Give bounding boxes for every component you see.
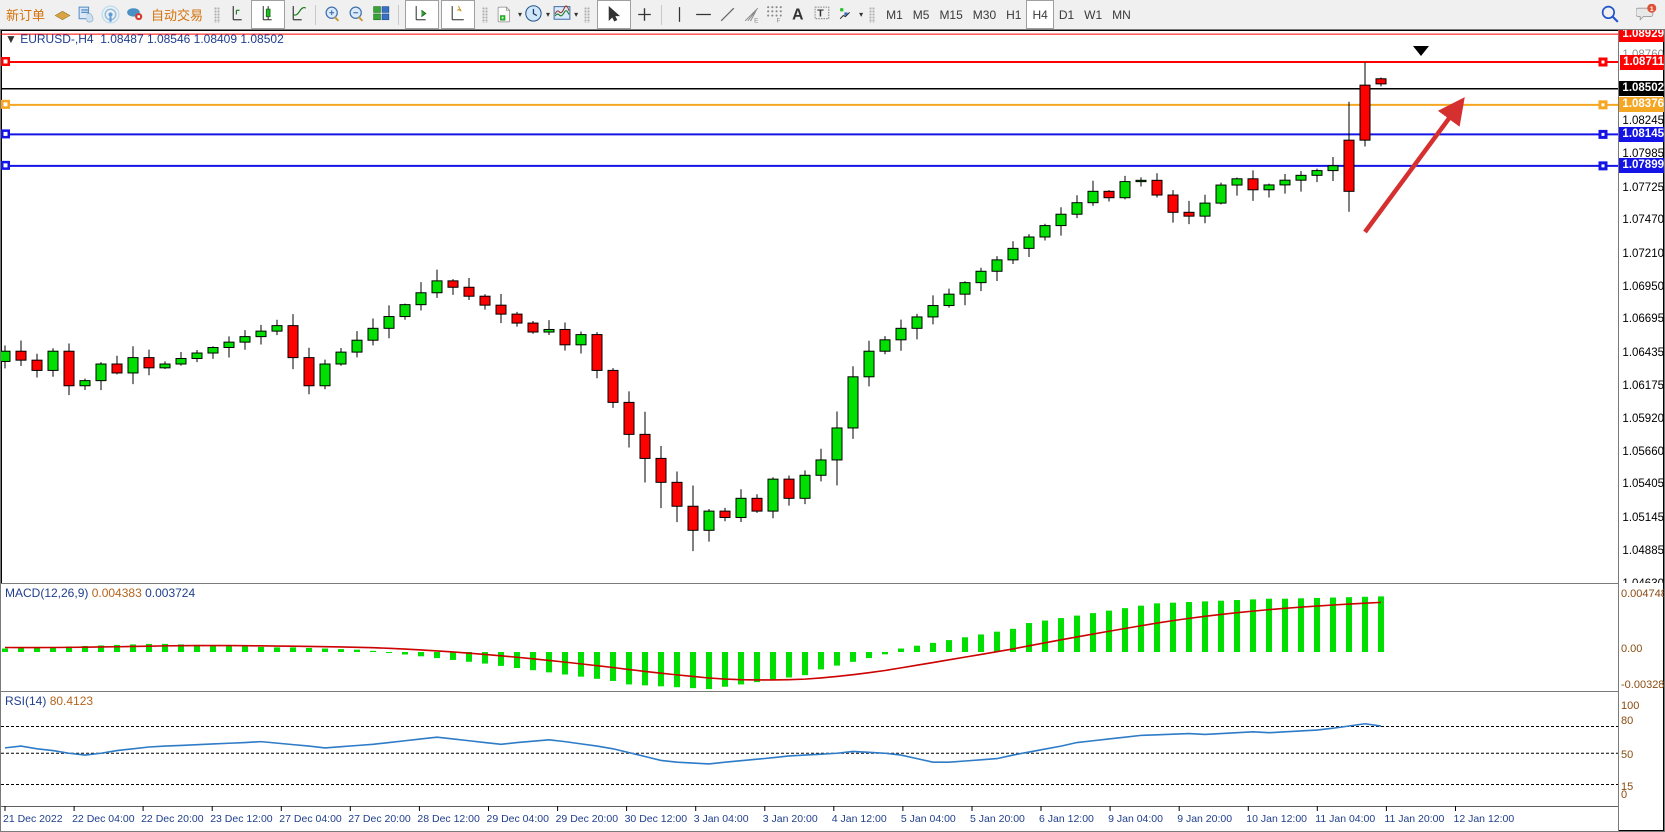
- svg-text:1: 1: [1650, 6, 1654, 13]
- svg-text:RSI(14) 80.4123: RSI(14) 80.4123: [5, 694, 93, 708]
- svg-text:T: T: [817, 8, 824, 20]
- svg-text:MACD(12,26,9) 0.004383 0.00372: MACD(12,26,9) 0.004383 0.003724: [5, 586, 195, 600]
- svg-text:F: F: [776, 17, 780, 24]
- svg-text:E: E: [754, 17, 758, 24]
- svg-text:A: A: [792, 7, 803, 24]
